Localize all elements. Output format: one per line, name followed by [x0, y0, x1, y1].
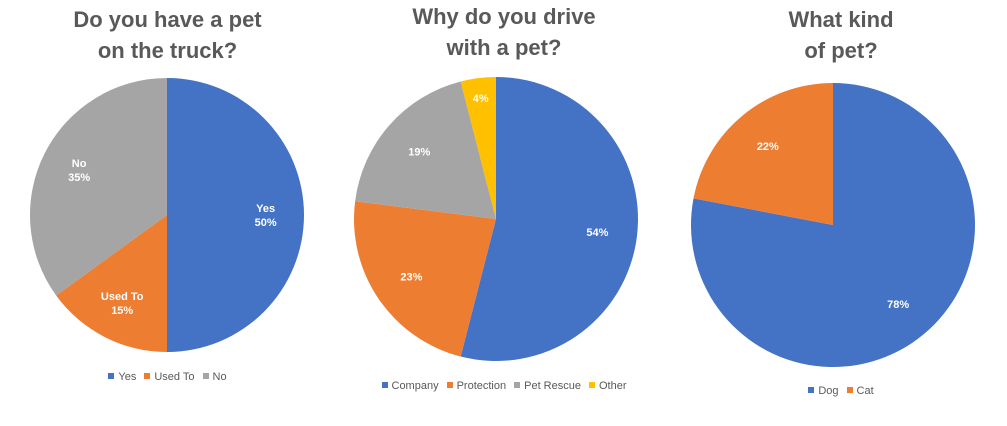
data-label-yes: Yes 50% [255, 203, 277, 229]
pie-plot: 54% 23% 19% 4% [354, 77, 638, 361]
legend-swatch [108, 373, 115, 379]
legend-label: Used To [154, 371, 195, 383]
data-label-other: 4% [473, 93, 489, 105]
data-label-value: 35% [68, 172, 90, 184]
data-label-used-to: Used To 15% [101, 291, 144, 317]
legend-swatch [514, 382, 521, 388]
legend-label: Other [598, 380, 627, 392]
legend-item-pet-rescue: Pet Rescue [514, 380, 581, 392]
legend-label: Pet Rescue [524, 380, 581, 392]
data-label-name: Used To [101, 291, 144, 303]
legend-item-yes: Yes [108, 371, 136, 383]
pie-plot: Yes 50% Used To 15% No 35% [29, 78, 304, 352]
legend-swatch [381, 382, 388, 388]
legend-item-company: Company [381, 380, 439, 392]
legend-label: Protection [456, 380, 507, 392]
legend-label: No [212, 371, 227, 383]
kind-of-pet-chart: What kind of pet? 78% 22% Dog Cat [675, 0, 1007, 426]
legend-item-no: No [202, 371, 227, 383]
why-drive-with-pet-chart: Why do you drive with a pet? 54% 23% 19% 4%… [343, 0, 665, 426]
data-label-name: No [72, 158, 87, 170]
data-label-value: 50% [255, 217, 277, 229]
chart-legend: Company Protection Pet Rescue Other [343, 380, 665, 392]
legend-label: Company [391, 380, 439, 392]
data-label-value: 15% [111, 305, 133, 317]
pie-slice-company [460, 77, 638, 361]
legend-swatch [446, 382, 453, 388]
chart-title: What kind of pet? [675, 4, 1007, 66]
chart-title-line: Do you have a pet [73, 7, 262, 32]
legend-label: Dog [818, 385, 839, 397]
legend-swatch [846, 387, 853, 393]
chart-legend: Dog Cat [675, 385, 1007, 397]
pie-slice-pet-rescue [355, 81, 496, 220]
legend-label: Yes [118, 371, 137, 383]
chart-title-line: What kind [788, 7, 894, 32]
legend-item-cat: Cat [846, 385, 874, 397]
legend-swatch [588, 382, 595, 388]
legend-item-dog: Dog [808, 385, 839, 397]
legend-item-protection: Protection [446, 380, 507, 392]
data-label-pet-rescue: 19% [408, 146, 430, 158]
data-label-no: No 35% [68, 158, 90, 184]
pie-plot: 78% 22% [691, 83, 975, 367]
legend-swatch [808, 387, 815, 393]
pie-slice-used-to [56, 215, 167, 352]
pie-slice-protection [354, 201, 496, 357]
legend-item-other: Other [588, 380, 627, 392]
chart-title-line: Why do you drive [412, 4, 596, 29]
pie-slice-cat [693, 83, 833, 225]
chart-title: Why do you drive with a pet? [343, 1, 665, 63]
data-label-name: Yes [256, 203, 275, 215]
legend-item-used-to: Used To [144, 371, 195, 383]
data-label-dog: 78% [887, 299, 909, 311]
legend-swatch [202, 373, 209, 379]
legend-label: Cat [856, 385, 874, 397]
chart-title-line: on the truck? [97, 38, 238, 63]
data-label-cat: 22% [757, 141, 779, 153]
pie-slice-no [29, 78, 167, 296]
pet-on-truck-chart: Do you have a pet on the truck? Yes 50% Us… [0, 0, 335, 426]
data-label-company: 54% [586, 227, 608, 239]
chart-title-line: with a pet? [446, 35, 562, 60]
legend-swatch [144, 373, 151, 379]
pie-slice-yes [167, 78, 304, 352]
chart-title-line: of pet? [804, 38, 878, 63]
data-label-protection: 23% [400, 271, 422, 283]
chart-legend: Yes Used To No [0, 371, 335, 383]
pie-slice-other [460, 77, 496, 219]
chart-title: Do you have a pet on the truck? [0, 4, 335, 66]
